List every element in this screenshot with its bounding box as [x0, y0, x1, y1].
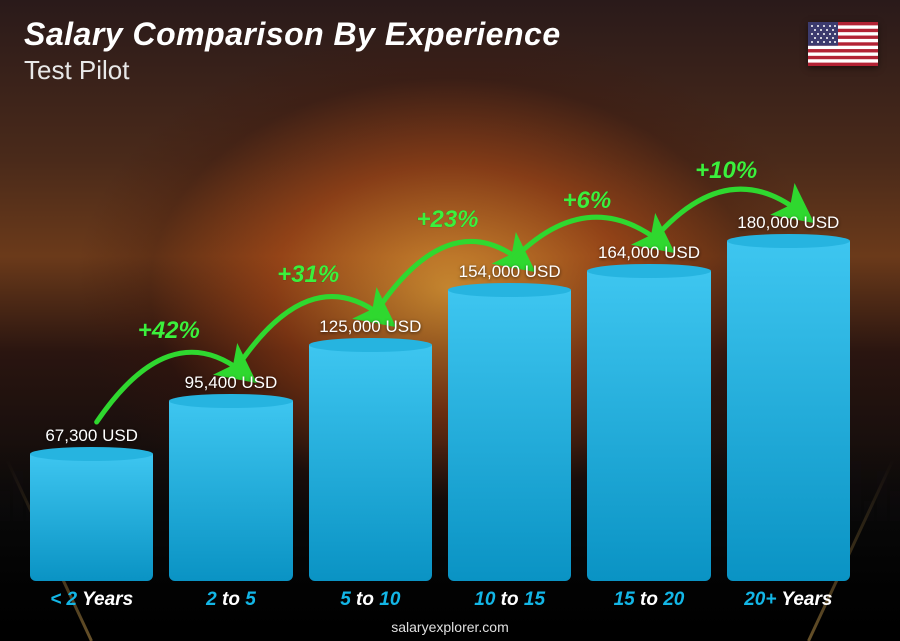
- bar-5: 180,000 USD: [727, 213, 850, 581]
- x-axis: < 2 Years 2 to 5 5 to 10 10 to 15 15 to 20 20…: [30, 589, 850, 611]
- bar-value-label: 154,000 USD: [459, 262, 561, 282]
- bar-3: 154,000 USD: [448, 262, 571, 581]
- bar-0: 67,300 USD: [30, 426, 153, 581]
- bar-body: [309, 345, 432, 581]
- bar-4: 164,000 USD: [587, 243, 710, 581]
- bar-2: 125,000 USD: [309, 317, 432, 581]
- bar-body: [169, 401, 292, 581]
- x-category: 5 to 10: [309, 589, 432, 611]
- bar-value-label: 95,400 USD: [185, 373, 278, 393]
- bar-body: [448, 290, 571, 581]
- bar-1: 95,400 USD: [169, 373, 292, 581]
- bar-value-label: 125,000 USD: [319, 317, 421, 337]
- bar-body: [727, 241, 850, 581]
- page-title: Salary Comparison By Experience: [24, 16, 561, 53]
- country-flag-icon: [808, 22, 878, 66]
- bar-value-label: 164,000 USD: [598, 243, 700, 263]
- x-category: 2 to 5: [169, 589, 292, 611]
- x-category: 20+ Years: [727, 589, 850, 611]
- infographic-stage: Salary Comparison By Experience Test Pil…: [0, 0, 900, 641]
- bar-value-label: 180,000 USD: [737, 213, 839, 233]
- bar-body: [587, 271, 710, 581]
- bar-chart: 67,300 USD 95,400 USD 125,000 USD 154,000 U…: [30, 101, 850, 581]
- title-block: Salary Comparison By Experience Test Pil…: [24, 16, 561, 86]
- x-category: 10 to 15: [448, 589, 571, 611]
- x-category: 15 to 20: [587, 589, 710, 611]
- footer-credit: salaryexplorer.com: [0, 619, 900, 635]
- bar-value-label: 67,300 USD: [45, 426, 138, 446]
- bar-body: [30, 454, 153, 581]
- x-category: < 2 Years: [30, 589, 153, 611]
- page-subtitle: Test Pilot: [24, 55, 561, 86]
